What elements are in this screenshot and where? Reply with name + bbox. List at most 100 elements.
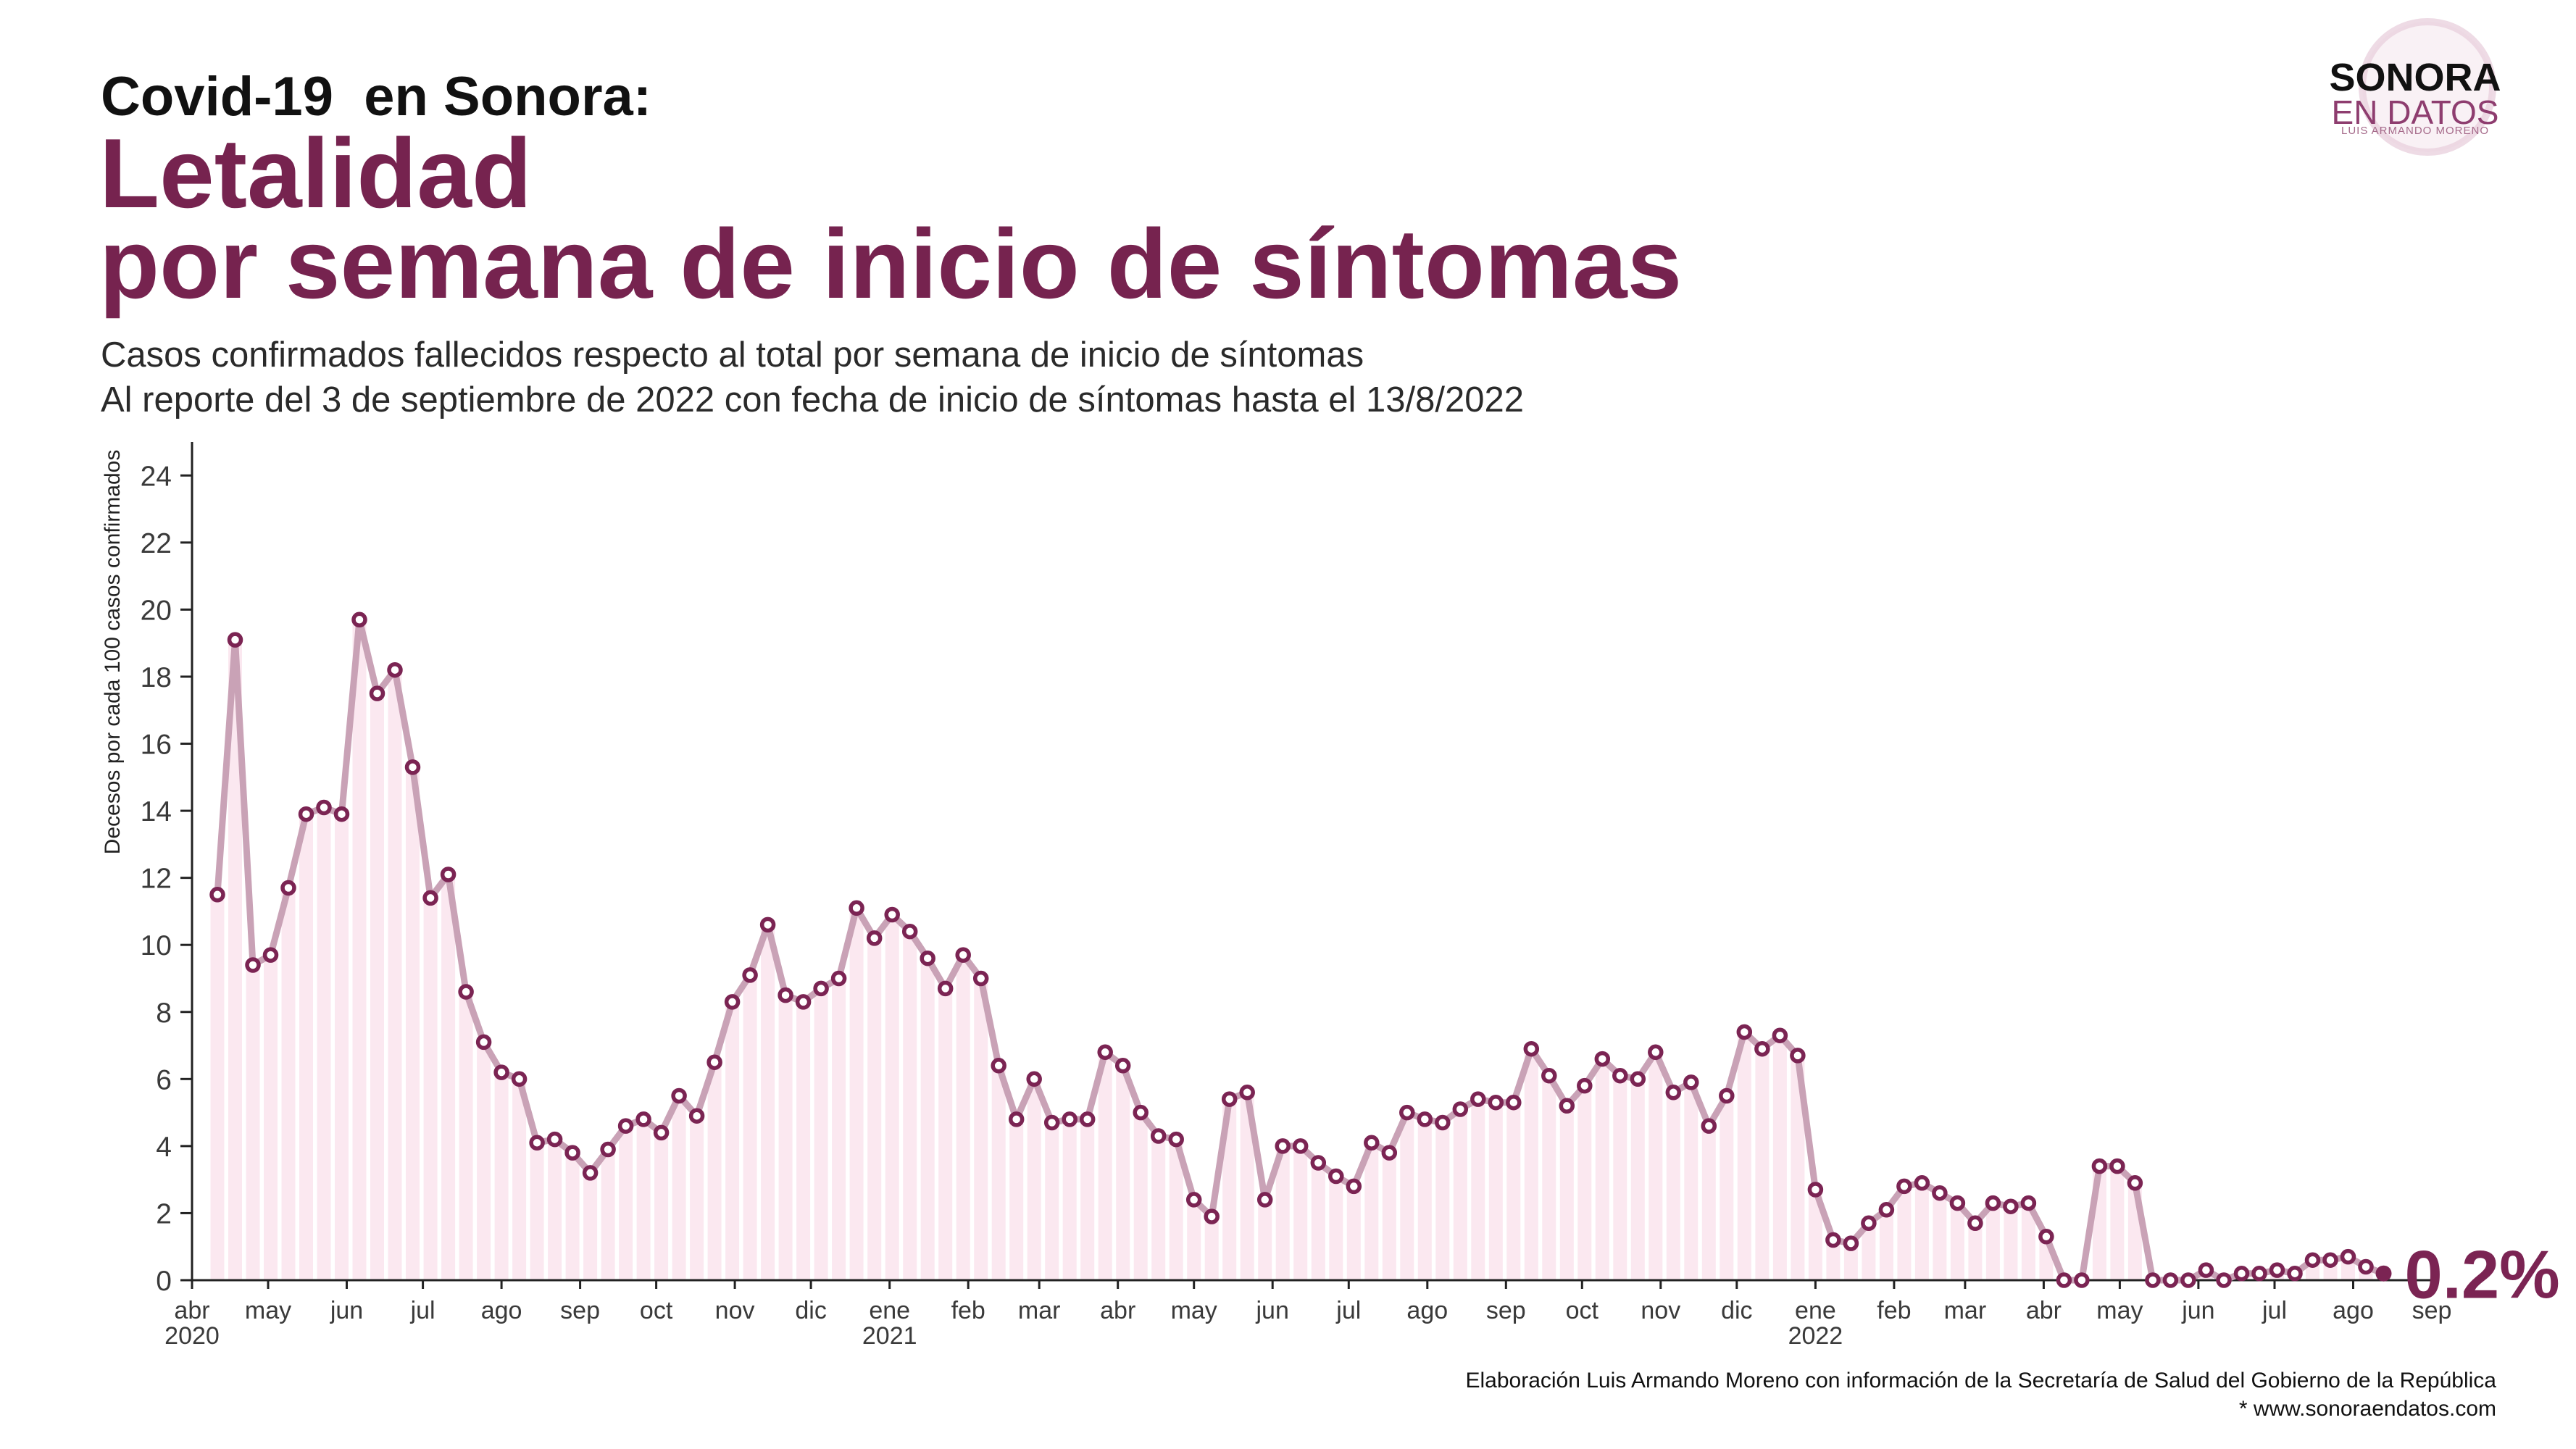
data-point [564,1145,580,1161]
title-main-line2: por semana de inicio de síntomas [99,209,1683,319]
bar [938,988,953,1280]
data-point [245,957,261,973]
data-point [866,930,883,946]
data-point [1256,1192,1273,1208]
data-point [1008,1111,1025,1127]
bar [1862,1223,1876,1280]
data-point [1417,1111,1433,1127]
data-point [1665,1085,1682,1101]
data-point [1861,1215,1877,1232]
bar [1630,1079,1645,1280]
bar [1080,1119,1095,1280]
x-tick-label: oct [640,1297,673,1324]
data-point [1062,1111,1077,1127]
bar [317,807,331,1280]
data-point [1967,1215,1983,1232]
bar [707,1062,722,1280]
data-point [1523,1040,1540,1057]
data-point [2233,1265,2250,1282]
data-point [2091,1158,2108,1174]
bar [1933,1193,1947,1280]
data-point [2340,1248,2356,1265]
data-point [1452,1101,1469,1117]
bar [1116,1065,1130,1280]
data-point [1594,1051,1611,1067]
bar [459,992,473,1280]
data-point [830,970,847,987]
bar [583,1172,598,1280]
bar [743,974,757,1280]
bar [1808,1190,1822,1280]
y-axis-title: Decesos por cada 100 casos confirmados [101,450,125,855]
bar [1258,1199,1272,1280]
bar [725,1001,740,1280]
x-tick-label: may [2096,1297,2143,1324]
data-point [972,970,989,987]
bar [1542,1075,1556,1280]
bar [1879,1209,1893,1280]
data-point [1772,1027,1788,1043]
data-point [706,1054,722,1070]
subtitle-description: Casos confirmados fallecidos respecto al… [101,335,1364,375]
data-point [2216,1272,2232,1288]
data-point [2162,1272,2179,1288]
bar [1275,1145,1290,1280]
x-tick-label: ene [869,1297,910,1324]
data-point [475,1034,492,1051]
bar [1985,1203,2000,1280]
bar [1204,1216,1219,1280]
data-point [387,661,403,678]
y-tick-label: 6 [156,1064,172,1095]
data-point [1328,1168,1344,1185]
y-tick-label: 16 [141,730,172,761]
data-point [1683,1074,1699,1090]
data-point [1949,1195,1966,1211]
data-point [2109,1158,2125,1174]
data-point [1168,1131,1184,1148]
data-point [901,923,918,940]
bar [1720,1095,1734,1280]
bar [974,978,988,1280]
bar [1293,1145,1308,1280]
data-point [671,1087,687,1104]
x-tick-label: mar [1944,1297,1987,1324]
y-tick-label: 20 [141,595,172,626]
bar [885,914,899,1280]
markers [209,611,2392,1288]
x-tick-label: oct [1566,1297,1599,1324]
data-point [2074,1272,2090,1288]
data-point [600,1141,616,1158]
data-point [1185,1192,1202,1208]
bar [1914,1182,1929,1280]
data-point [529,1135,545,1151]
data-point [742,967,758,983]
x-tick-year-label: 2020 [164,1322,220,1350]
data-point [617,1118,634,1134]
data-point [2145,1272,2161,1288]
bar [672,1095,686,1280]
y-tick-label: 24 [141,461,172,492]
bar [814,988,828,1280]
data-point [2020,1195,2037,1211]
bar [370,693,384,1280]
y-tick-label: 8 [156,998,172,1029]
data-point [422,890,438,906]
y-tick-label: 0 [156,1266,172,1297]
bar [1062,1119,1077,1280]
bar [228,640,242,1280]
data-point [1043,1114,1060,1131]
bar [210,894,225,1280]
data-point [1026,1071,1042,1087]
bar [1240,1092,1254,1280]
data-point [1914,1175,1930,1191]
x-tick-label: mar [1018,1297,1061,1324]
bar [1843,1243,1858,1280]
data-point [1435,1114,1451,1131]
data-point [778,987,793,1003]
bar [530,1143,544,1280]
bar [1506,1102,1521,1280]
data-point [209,887,225,903]
x-tick-label: jul [2262,1297,2287,1324]
